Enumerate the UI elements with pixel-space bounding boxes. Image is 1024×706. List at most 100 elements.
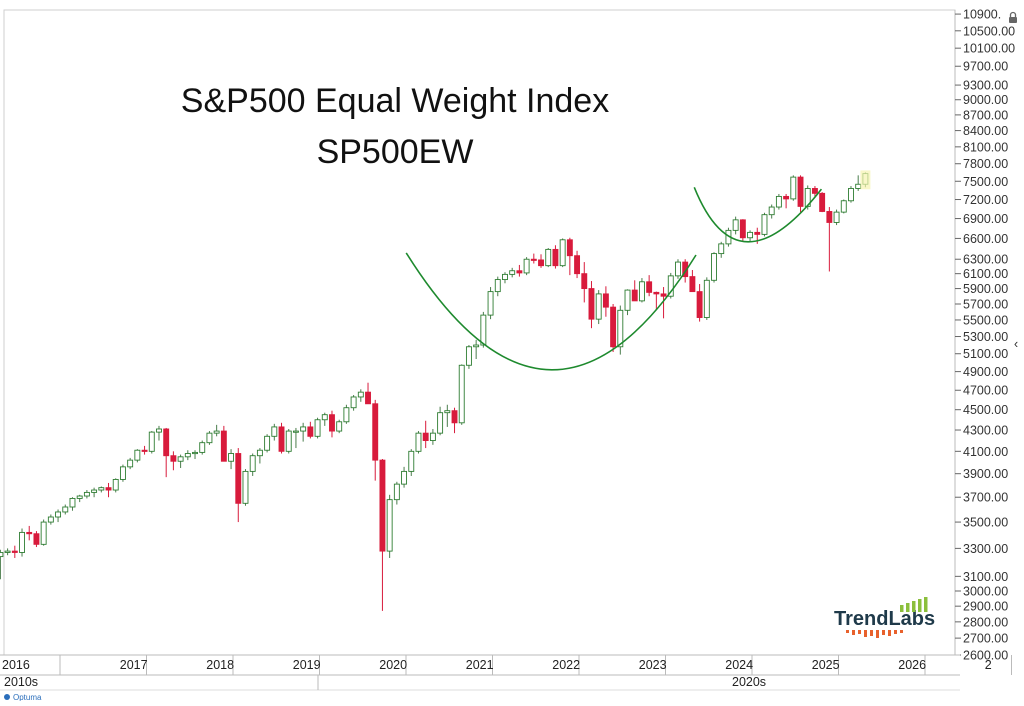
candle xyxy=(271,423,278,441)
candle-body-up xyxy=(444,410,451,414)
logo-bar xyxy=(900,605,904,612)
candle-body-down xyxy=(163,428,170,457)
logo-text: TrendLabs xyxy=(834,608,935,630)
candle xyxy=(775,193,782,210)
candle-body-up xyxy=(523,258,530,274)
y-tick-label: 2800.00 xyxy=(963,615,1008,629)
candle-body-down xyxy=(372,403,379,461)
candle xyxy=(638,278,645,303)
candle xyxy=(819,192,826,213)
candle-body-up xyxy=(213,430,220,434)
candle xyxy=(422,420,429,449)
candle-body-up xyxy=(350,396,357,409)
logo-accent-bar xyxy=(882,630,885,635)
candle-body-up xyxy=(768,206,775,216)
plot-area xyxy=(3,9,956,656)
candle xyxy=(732,216,739,235)
candle-body-down xyxy=(220,430,227,462)
y-tick-label: 3000.00 xyxy=(963,585,1008,599)
decade-label: 2010s xyxy=(4,675,38,689)
candle-body-up xyxy=(0,552,4,558)
candle-body-down xyxy=(235,453,242,504)
candle-body-up xyxy=(617,309,624,348)
candle-body-up xyxy=(761,214,768,235)
candle xyxy=(184,450,191,461)
x-year-label: 2 xyxy=(985,658,992,672)
candle-body-up xyxy=(336,421,343,432)
candle-body-down xyxy=(581,273,588,290)
candle xyxy=(192,450,198,460)
candle-body-up xyxy=(840,200,847,213)
candle xyxy=(91,487,98,498)
candle xyxy=(675,259,681,279)
candle xyxy=(357,389,364,402)
logo-accent-bar xyxy=(900,630,903,633)
candle xyxy=(112,478,119,493)
arcs-group xyxy=(405,186,823,371)
candle xyxy=(624,289,631,316)
candle-body-up xyxy=(19,531,25,553)
candle-body-up xyxy=(408,450,415,472)
candle xyxy=(62,504,69,515)
candle xyxy=(790,175,797,201)
candle-body-up xyxy=(119,466,126,480)
candle-body-down xyxy=(530,258,537,261)
candle-body-up xyxy=(76,495,83,499)
logo-accent-bar xyxy=(864,630,867,637)
candle-body-down xyxy=(307,426,314,437)
candle xyxy=(4,548,11,556)
candle-body-up xyxy=(465,346,472,366)
candle xyxy=(458,364,465,425)
candle-body-up xyxy=(559,239,566,267)
candle xyxy=(610,303,617,352)
arc-cup xyxy=(405,252,697,371)
candle xyxy=(386,494,393,558)
candle-body-down xyxy=(588,288,595,320)
decade-label: 2020s xyxy=(732,675,766,689)
candle-body-up xyxy=(458,364,465,424)
chevron-left-icon[interactable]: ‹ xyxy=(1014,337,1018,351)
candle xyxy=(83,490,90,499)
candle xyxy=(552,245,559,269)
candle xyxy=(826,207,833,272)
candle xyxy=(718,241,725,258)
y-tick-label: 4500.00 xyxy=(963,403,1008,417)
optuma-logo-icon xyxy=(4,694,10,700)
chart-title-line1: S&P500 Equal Weight Index xyxy=(181,82,609,120)
candle xyxy=(833,209,840,226)
candle xyxy=(566,237,573,276)
candle xyxy=(747,230,754,243)
candle-body-down xyxy=(552,248,559,267)
candle-body-up xyxy=(494,279,501,293)
candle-body-up xyxy=(401,470,408,485)
candle-body-down xyxy=(696,291,703,318)
y-tick-label: 9000.00 xyxy=(963,93,1008,107)
candle-body-up xyxy=(285,430,292,452)
candle-body-up xyxy=(545,248,552,267)
y-tick-label: 8700.00 xyxy=(963,108,1008,122)
y-tick-label: 4700.00 xyxy=(963,384,1008,398)
candle xyxy=(451,407,458,434)
candle xyxy=(646,275,653,297)
candle-body-up xyxy=(127,459,134,468)
candle xyxy=(393,481,400,505)
candle-body-up xyxy=(242,470,249,504)
logo-bar xyxy=(924,597,928,612)
x-year-label: 2023 xyxy=(639,658,667,672)
candle-body-down xyxy=(660,293,667,297)
candle-body-up xyxy=(112,479,119,491)
candle-body-up xyxy=(393,483,400,501)
y-tick-label: 2700.00 xyxy=(963,632,1008,646)
candle-body-up xyxy=(429,432,436,441)
x-year-label: 2024 xyxy=(725,658,753,672)
candle xyxy=(40,519,47,546)
logo-accent-bar xyxy=(888,630,891,636)
candle-body-up xyxy=(199,442,206,453)
logo-accent-bar xyxy=(876,630,879,638)
candle-body-up xyxy=(148,431,155,452)
candle xyxy=(249,453,256,476)
candle xyxy=(365,382,371,405)
candle xyxy=(350,395,357,411)
logo-accent-bar xyxy=(894,630,897,634)
candle xyxy=(660,287,667,319)
